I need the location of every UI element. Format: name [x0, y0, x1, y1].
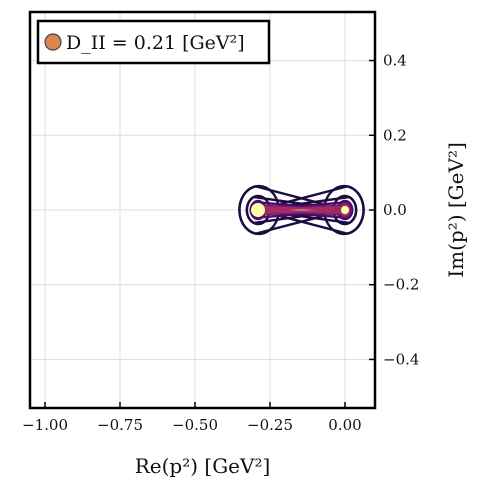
y-axis-title: Im(p²) [GeV²]: [444, 142, 468, 278]
x-tick-label-4: 0.00: [328, 416, 361, 434]
x-tick-label-3: −0.25: [247, 416, 293, 434]
pole-core-1: [341, 206, 349, 214]
legend: D_II = 0.21 [GeV²]: [36, 19, 271, 65]
x-tick-label-0: −1.00: [22, 416, 68, 434]
contour-lines: [238, 184, 365, 236]
contour-level-0-1: [238, 184, 365, 236]
pole-core-0: [251, 203, 265, 217]
contour-level-2-1: [249, 199, 354, 221]
x-tick-label-1: −0.75: [97, 416, 143, 434]
y-tick-label-4: 0.4: [383, 52, 407, 70]
y-tick-label-3: 0.2: [383, 126, 407, 144]
x-axis-title: Re(p²) [GeV²]: [135, 454, 271, 478]
legend-marker: [44, 33, 62, 51]
x-axis-ticks: −1.00 −0.75 −0.50 −0.25 0.00: [22, 402, 362, 434]
contour-level-1-1: [245, 194, 358, 226]
y-axis-ticks: −0.4 −0.2 0.0 0.2 0.4: [369, 52, 419, 368]
legend-label: D_II = 0.21 [GeV²]: [66, 32, 245, 54]
y-tick-label-0: −0.4: [383, 350, 419, 368]
y-tick-label-2: 0.0: [383, 201, 407, 219]
x-tick-label-2: −0.50: [172, 416, 218, 434]
legend-box: [36, 19, 271, 65]
y-tick-label-1: −0.2: [383, 276, 419, 294]
